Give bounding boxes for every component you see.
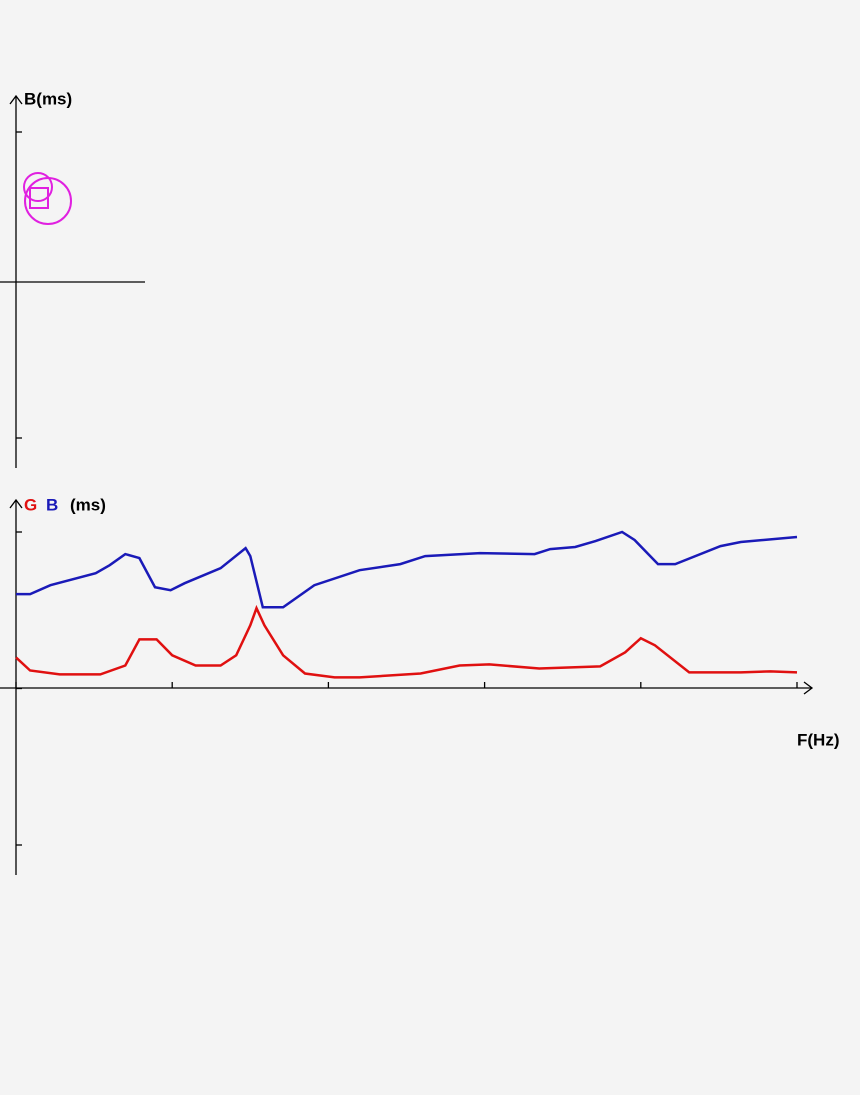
- legend-entry: G: [24, 495, 37, 514]
- x-axis-label: F(Hz): [797, 730, 839, 749]
- magenta-marker: [23, 172, 72, 225]
- top-axis-label: B(ms): [24, 89, 72, 108]
- y-axis-label: (ms): [70, 495, 106, 514]
- series-line: [16, 530, 798, 609]
- y-arrow: [9, 498, 23, 509]
- x-arrow: [803, 681, 814, 695]
- series-line: [15, 604, 798, 679]
- legend-entry: B: [46, 495, 58, 514]
- top-y-arrow: [9, 94, 23, 105]
